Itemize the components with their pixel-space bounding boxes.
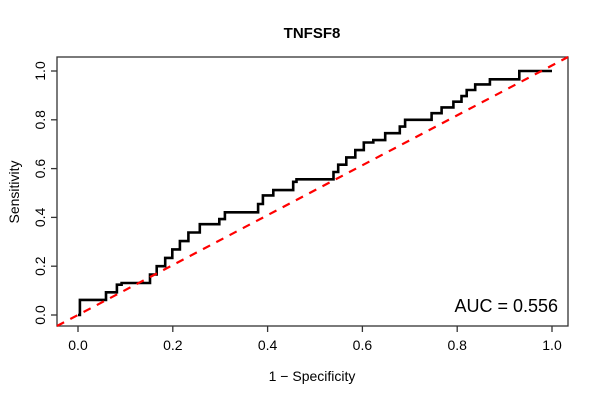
y-tick-label: 1.0 — [32, 61, 48, 81]
auc-annotation: AUC = 0.556 — [454, 296, 558, 316]
x-tick-label: 0.2 — [163, 337, 183, 353]
y-tick-label: 0.4 — [32, 207, 48, 227]
x-tick-label: 0.8 — [447, 337, 467, 353]
y-axis-title: Sensitivity — [6, 160, 22, 223]
y-tick-label: 0.2 — [32, 256, 48, 276]
roc-curve-line — [78, 69, 552, 317]
y-tick-label: 0.6 — [32, 159, 48, 179]
chart-title: TNFSF8 — [284, 25, 341, 42]
y-tick-label: 0.8 — [32, 110, 48, 130]
series-layer — [56, 56, 569, 327]
x-tick-label: 0.0 — [68, 337, 88, 353]
chance-diagonal-line — [56, 56, 569, 327]
axis-ticks: 0.0 0.2 0.4 0.6 0.8 1.0 0.0 0.2 0.4 0.6 0.8 1.0 — [32, 61, 562, 353]
x-tick-label: 0.6 — [353, 337, 373, 353]
x-tick-label: 1.0 — [542, 337, 562, 353]
y-tick-label: 0.0 — [32, 305, 48, 325]
x-tick-label: 0.4 — [258, 337, 278, 353]
plot-frame — [56, 56, 569, 327]
x-axis-title: 1 − Specificity — [269, 368, 356, 384]
